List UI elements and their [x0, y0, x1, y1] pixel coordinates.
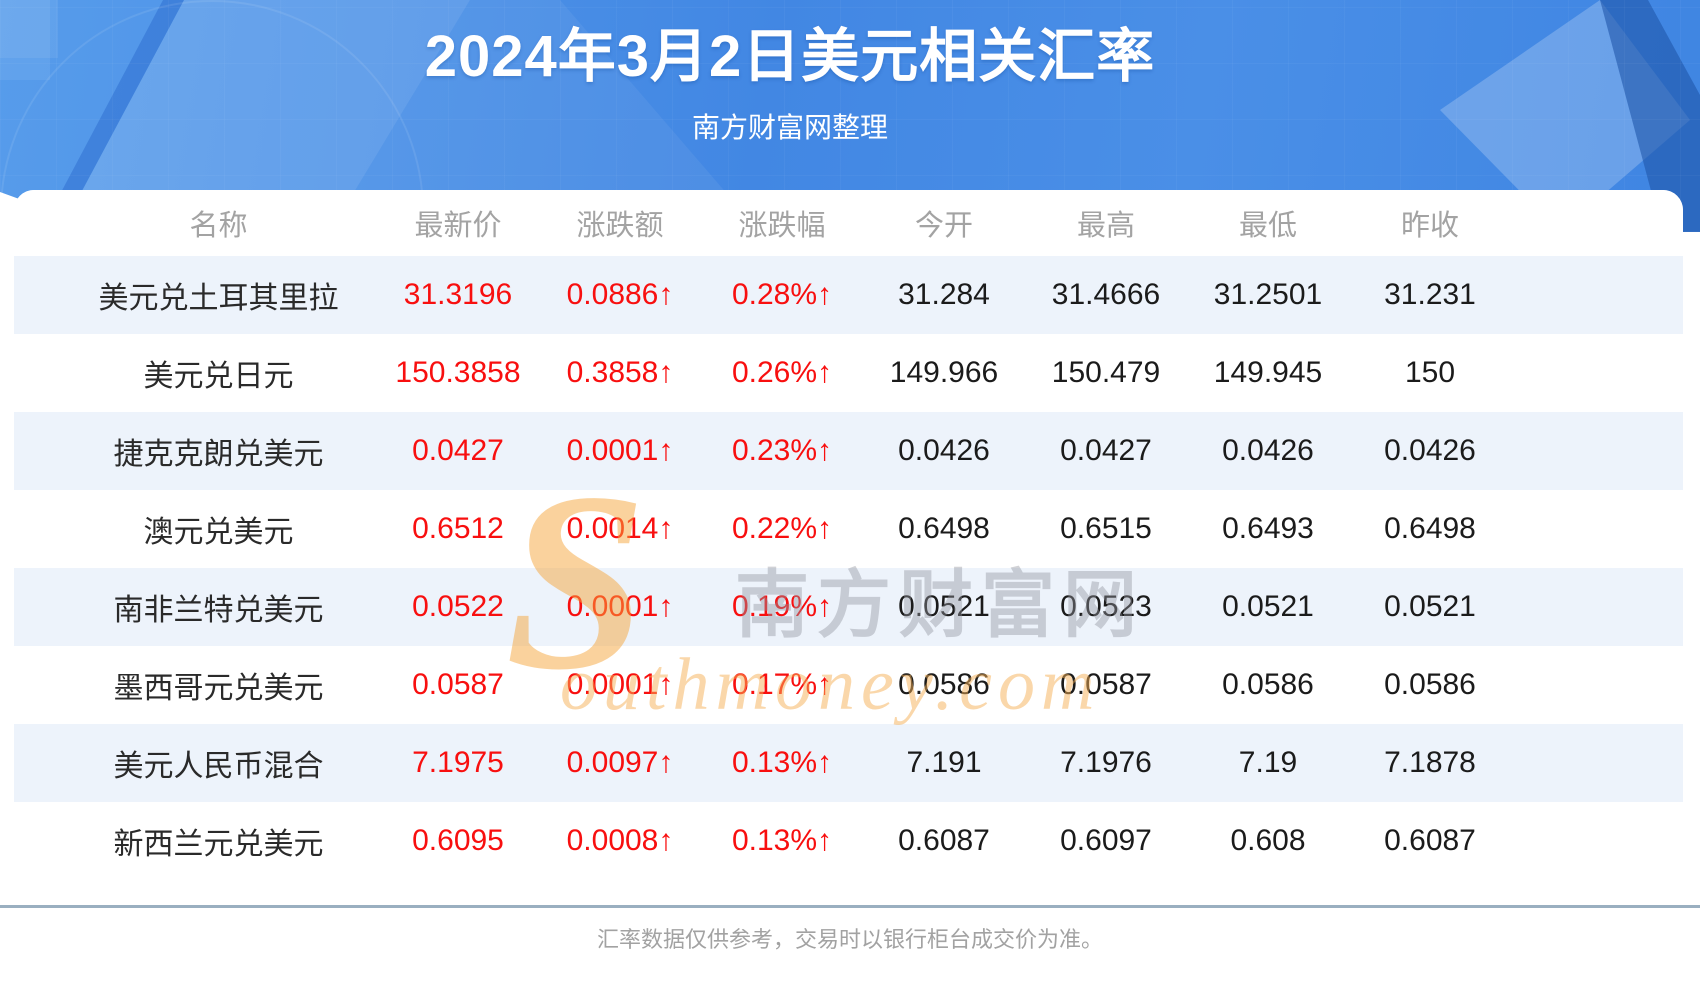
- cell-change-pct: 0.17%↑: [731, 668, 833, 701]
- cell-low: 0.6493: [1222, 512, 1314, 545]
- cell-change: 0.3858↑: [566, 356, 674, 389]
- col-header-change: 涨跌额: [576, 210, 664, 242]
- cell-change-pct: 0.19%↑: [731, 590, 833, 623]
- table-row: 澳元兑美元 0.6512 0.0014↑ 0.22%↑ 0.6498 0.651…: [14, 490, 1683, 568]
- table-header-row: 名称 最新价 涨跌额 涨跌幅 今开 最高 最低 昨收: [14, 190, 1683, 256]
- cell-high: 0.0427: [1060, 434, 1152, 467]
- cell-prev-close: 0.0426: [1384, 434, 1476, 467]
- col-header-low: 最低: [1238, 210, 1297, 242]
- cell-change-pct: 0.28%↑: [731, 278, 833, 311]
- cell-change-pct: 0.26%↑: [731, 356, 833, 389]
- cell-high: 150.479: [1051, 356, 1161, 389]
- cell-latest: 150.3858: [395, 356, 521, 389]
- cell-high: 7.1976: [1060, 746, 1152, 779]
- cell-change-pct: 0.22%↑: [731, 512, 833, 545]
- table-row: 捷克克朗兑美元 0.0427 0.0001↑ 0.23%↑ 0.0426 0.0…: [14, 412, 1683, 490]
- cell-name: 墨西哥元兑美元: [113, 672, 324, 705]
- cell-change: 0.0886↑: [566, 278, 674, 311]
- cell-prev-close: 0.0521: [1384, 590, 1476, 623]
- cell-prev-close: 7.1878: [1384, 746, 1476, 779]
- col-header-high: 最高: [1076, 210, 1135, 242]
- cell-prev-close: 150: [1404, 356, 1456, 389]
- cell-low: 0.0586: [1222, 668, 1314, 701]
- cell-latest: 7.1975: [412, 746, 504, 779]
- cell-low: 149.945: [1213, 356, 1323, 389]
- page-title: 2024年3月2日美元相关汇率: [424, 24, 1156, 89]
- decor-square: [0, 0, 50, 80]
- cell-change: 0.0001↑: [566, 434, 674, 467]
- cell-low: 7.19: [1238, 746, 1298, 779]
- cell-open: 0.0521: [898, 590, 990, 623]
- cell-name: 捷克克朗兑美元: [113, 438, 324, 471]
- col-header-change-pct: 涨跌幅: [738, 210, 826, 242]
- cell-name: 美元兑日元: [143, 360, 294, 393]
- cell-open: 0.0586: [898, 668, 990, 701]
- cell-open: 7.191: [906, 746, 982, 779]
- decor-square: [0, 0, 58, 58]
- cell-name: 澳元兑美元: [143, 516, 294, 549]
- col-header-latest: 最新价: [414, 210, 502, 242]
- table-row: 墨西哥元兑美元 0.0587 0.0001↑ 0.17%↑ 0.0586 0.0…: [14, 646, 1683, 724]
- cell-high: 31.4666: [1051, 278, 1161, 311]
- cell-change: 0.0008↑: [566, 824, 674, 857]
- cell-low: 0.0521: [1222, 590, 1314, 623]
- cell-name: 美元兑土耳其里拉: [98, 282, 339, 315]
- table-row: 美元兑土耳其里拉 31.3196 0.0886↑ 0.28%↑ 31.284 3…: [14, 256, 1683, 334]
- col-header-name: 名称: [189, 210, 248, 242]
- table-row: 新西兰元兑美元 0.6095 0.0008↑ 0.13%↑ 0.6087 0.6…: [14, 802, 1683, 880]
- cell-open: 149.966: [889, 356, 999, 389]
- cell-prev-close: 0.6498: [1384, 512, 1476, 545]
- cell-change: 0.0001↑: [566, 668, 674, 701]
- cell-low: 31.2501: [1213, 278, 1323, 311]
- cell-change: 0.0097↑: [566, 746, 674, 779]
- cell-open: 0.6087: [898, 824, 990, 857]
- cell-latest: 0.6512: [412, 512, 504, 545]
- cell-high: 0.0587: [1060, 668, 1152, 701]
- cell-change-pct: 0.13%↑: [731, 824, 833, 857]
- footer-disclaimer: 汇率数据仅供参考，交易时以银行柜台成交价为准。: [596, 927, 1103, 952]
- cell-high: 0.0523: [1060, 590, 1152, 623]
- cell-prev-close: 0.0586: [1384, 668, 1476, 701]
- table-row: 南非兰特兑美元 0.0522 0.0001↑ 0.19%↑ 0.0521 0.0…: [14, 568, 1683, 646]
- cell-low: 0.608: [1230, 824, 1306, 857]
- cell-change: 0.0014↑: [566, 512, 674, 545]
- cell-latest: 0.0522: [412, 590, 504, 623]
- cell-high: 0.6515: [1060, 512, 1152, 545]
- cell-change-pct: 0.23%↑: [731, 434, 833, 467]
- cell-open: 0.6498: [898, 512, 990, 545]
- cell-name: 美元人民币混合: [113, 750, 324, 783]
- table-row: 美元人民币混合 7.1975 0.0097↑ 0.13%↑ 7.191 7.19…: [14, 724, 1683, 802]
- cell-prev-close: 0.6087: [1384, 824, 1476, 857]
- hero-text: 2024年3月2日美元相关汇率 南方财富网整理: [0, 0, 1580, 146]
- table-row: 美元兑日元 150.3858 0.3858↑ 0.26%↑ 149.966 15…: [14, 334, 1683, 412]
- page-subtitle: 南方财富网整理: [691, 112, 888, 143]
- rates-table-card: 名称 最新价 涨跌额 涨跌幅 今开 最高 最低 昨收 美元兑土耳其里拉 31.3…: [14, 190, 1683, 880]
- cell-latest: 0.0427: [412, 434, 504, 467]
- col-header-prev-close: 昨收: [1400, 210, 1459, 242]
- footer-divider: [0, 905, 1700, 908]
- cell-high: 0.6097: [1060, 824, 1152, 857]
- cell-prev-close: 31.231: [1384, 278, 1476, 311]
- cell-change: 0.0001↑: [566, 590, 674, 623]
- cell-name: 新西兰元兑美元: [113, 828, 324, 861]
- cell-low: 0.0426: [1222, 434, 1314, 467]
- cell-open: 0.0426: [898, 434, 990, 467]
- col-header-open: 今开: [914, 210, 973, 242]
- cell-change-pct: 0.13%↑: [731, 746, 833, 779]
- cell-open: 31.284: [898, 278, 990, 311]
- cell-name: 南非兰特兑美元: [113, 594, 324, 627]
- cell-latest: 31.3196: [403, 278, 513, 311]
- cell-latest: 0.0587: [412, 668, 504, 701]
- cell-latest: 0.6095: [412, 824, 504, 857]
